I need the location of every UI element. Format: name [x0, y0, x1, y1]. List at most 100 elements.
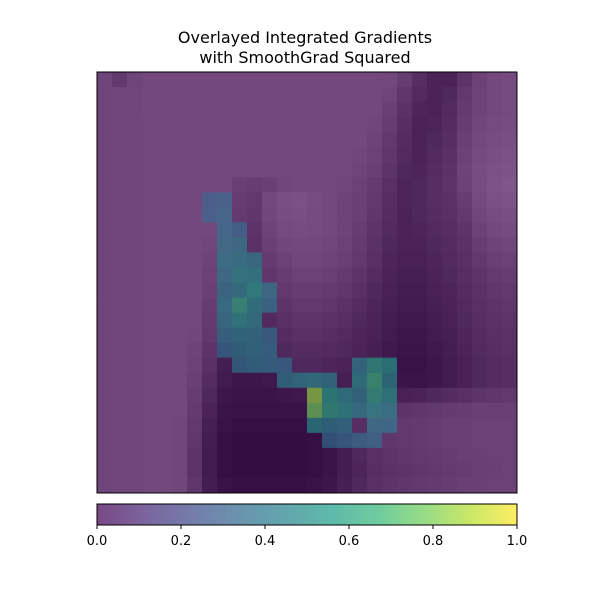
heatmap-cell [427, 177, 443, 193]
colorbar-segment [373, 504, 377, 525]
heatmap-cell [337, 342, 353, 359]
heatmap-cell [397, 177, 413, 193]
heatmap-cell [97, 87, 113, 103]
heatmap-cell [307, 312, 323, 329]
heatmap-cell [367, 462, 383, 479]
heatmap-cell [322, 282, 338, 298]
heatmap-cell [382, 192, 398, 208]
heatmap-cell [367, 477, 383, 494]
heatmap-cell [352, 222, 368, 238]
colorbar-segment [418, 504, 422, 525]
heatmap-cell [382, 462, 398, 479]
colorbar-segment [160, 504, 164, 525]
heatmap-cell [382, 207, 398, 223]
heatmap-cell [487, 342, 503, 359]
heatmap-cell [502, 102, 518, 118]
heatmap-cell [427, 237, 443, 253]
colorbar-segment [382, 504, 386, 525]
colorbar-segment [118, 504, 122, 525]
heatmap-cell [487, 117, 503, 133]
heatmap-cell [262, 207, 278, 223]
heatmap-cell [292, 162, 308, 178]
colorbar-segment [226, 504, 230, 525]
colorbar-segment [97, 504, 101, 525]
heatmap-cell [412, 432, 428, 449]
heatmap-cell [322, 72, 338, 88]
heatmap-cell [337, 462, 353, 479]
heatmap-cell [442, 327, 458, 344]
heatmap-cell [187, 477, 203, 494]
heatmap-cell [502, 327, 518, 344]
heatmap-cell [457, 282, 473, 298]
heatmap-cell [442, 372, 458, 389]
heatmap-cell [472, 282, 488, 298]
heatmap-cell [157, 327, 173, 344]
heatmap-cell [472, 207, 488, 223]
heatmap-cell [502, 252, 518, 268]
heatmap-cell [442, 417, 458, 434]
heatmap-cell [187, 372, 203, 389]
heatmap-cell [262, 312, 278, 329]
heatmap-cell [337, 252, 353, 268]
heatmap-cell [427, 402, 443, 419]
heatmap-cell [112, 387, 128, 404]
heatmap-cell [337, 312, 353, 329]
heatmap-cell [337, 402, 353, 419]
heatmap-cell [142, 222, 158, 238]
heatmap-cell [412, 102, 428, 118]
colorbar-segment [121, 504, 125, 525]
heatmap-cell [502, 117, 518, 133]
heatmap-cell [487, 267, 503, 283]
colorbar-segment [433, 504, 437, 525]
colorbar-segment [424, 504, 428, 525]
heatmap-cell [412, 162, 428, 178]
heatmap-cell [97, 207, 113, 223]
heatmap-cell [202, 402, 218, 419]
heatmap-cell [442, 282, 458, 298]
heatmap-cell [322, 117, 338, 133]
heatmap-cell [427, 432, 443, 449]
heatmap-cell [292, 87, 308, 103]
heatmap-cell [172, 432, 188, 449]
heatmap-cell [487, 297, 503, 313]
heatmap-cell [382, 72, 398, 88]
heatmap-cell [487, 72, 503, 88]
heatmap-cell [142, 312, 158, 329]
heatmap-cell [217, 342, 233, 359]
heatmap-cell [172, 252, 188, 268]
heatmap-cell [427, 477, 443, 494]
heatmap-cell [172, 192, 188, 208]
heatmap-cell [127, 117, 143, 133]
heatmap-cell [322, 252, 338, 268]
colorbar-segment [367, 504, 371, 525]
colorbar-segment [220, 504, 224, 525]
heatmap-cell [382, 222, 398, 238]
colorbar-segment [430, 504, 434, 525]
heatmap-cell [112, 267, 128, 283]
heatmap-cell [292, 387, 308, 404]
heatmap-cell [382, 162, 398, 178]
heatmap-cell [217, 222, 233, 238]
heatmap-cell [217, 312, 233, 329]
colorbar-segment [415, 504, 419, 525]
colorbar-segment [334, 504, 338, 525]
heatmap-cell [337, 87, 353, 103]
heatmap-cell [412, 297, 428, 313]
heatmap-cell [142, 342, 158, 359]
heatmap-cell [382, 312, 398, 329]
heatmap-cell [247, 237, 263, 253]
heatmap-cell [502, 357, 518, 374]
colorbar-segment [259, 504, 263, 525]
heatmap-cell [202, 177, 218, 193]
heatmap-cell [157, 222, 173, 238]
heatmap-cell [352, 132, 368, 148]
heatmap-cell [277, 207, 293, 223]
heatmap-cell [247, 312, 263, 329]
heatmap-cell [397, 462, 413, 479]
heatmap-cell [352, 387, 368, 404]
heatmap-cell [262, 342, 278, 359]
heatmap-cell [502, 312, 518, 329]
heatmap-cell [157, 342, 173, 359]
heatmap-cell [322, 207, 338, 223]
heatmap-cell [97, 297, 113, 313]
